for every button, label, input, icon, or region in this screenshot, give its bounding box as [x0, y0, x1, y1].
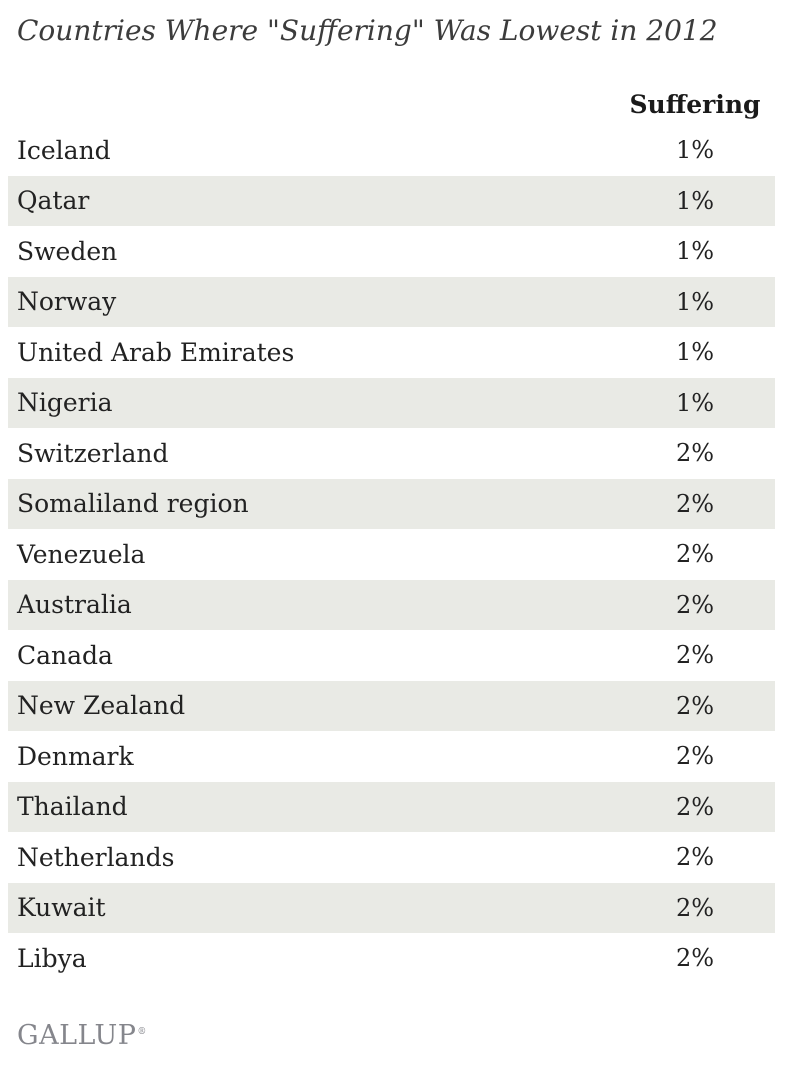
country-cell: Netherlands — [17, 842, 175, 872]
page-title: Countries Where "Suffering" Was Lowest i… — [17, 14, 718, 47]
table-row: Libya 2% — [8, 933, 775, 984]
country-cell: Thailand — [17, 792, 128, 822]
country-cell: Nigeria — [17, 388, 113, 418]
country-cell: Australia — [17, 590, 132, 620]
table-row: Iceland 1% — [8, 125, 775, 176]
country-cell: Kuwait — [17, 893, 106, 923]
table-row: Venezuela 2% — [8, 529, 775, 580]
value-cell: 2% — [675, 843, 715, 872]
table-row: Kuwait 2% — [8, 882, 775, 933]
table-row: Denmark 2% — [8, 731, 775, 782]
table-row: Thailand 2% — [8, 781, 775, 832]
country-cell: Venezuela — [17, 539, 146, 569]
value-cell: 1% — [675, 186, 715, 215]
value-cell: 1% — [675, 136, 715, 165]
value-cell: 2% — [675, 641, 715, 670]
table-row: Switzerland 2% — [8, 428, 775, 479]
table-row: Qatar 1% — [8, 175, 775, 226]
registered-trademark-icon: ® — [137, 1026, 147, 1037]
value-cell: 1% — [675, 237, 715, 266]
value-cell: 2% — [675, 489, 715, 518]
suffering-table: Suffering Iceland 1% Qatar 1% Sweden 1% … — [8, 86, 775, 984]
table-row: Australia 2% — [8, 579, 775, 630]
table-header-row: Suffering — [8, 86, 775, 125]
value-cell: 2% — [675, 691, 715, 720]
table-row: New Zealand 2% — [8, 680, 775, 731]
table-row: United Arab Emirates 1% — [8, 327, 775, 378]
country-cell: Sweden — [17, 236, 118, 266]
country-cell: United Arab Emirates — [17, 337, 295, 367]
table-row: Somaliland region 2% — [8, 478, 775, 529]
value-cell: 2% — [675, 439, 715, 468]
country-cell: Switzerland — [17, 438, 169, 468]
value-cell: 2% — [675, 590, 715, 619]
country-cell: Canada — [17, 640, 113, 670]
gallup-logo: GALLUP® — [17, 1020, 792, 1051]
value-cell: 2% — [675, 742, 715, 771]
value-cell: 2% — [675, 792, 715, 821]
gallup-logo-text: GALLUP — [17, 1019, 137, 1051]
value-cell: 1% — [675, 287, 715, 316]
value-cell: 2% — [675, 540, 715, 569]
suffering-column-header: Suffering — [629, 90, 761, 119]
value-cell: 2% — [675, 893, 715, 922]
value-cell: 2% — [675, 944, 715, 973]
country-cell: New Zealand — [17, 691, 186, 721]
country-cell: Norway — [17, 287, 117, 317]
table-row: Norway 1% — [8, 276, 775, 327]
table-row: Netherlands 2% — [8, 832, 775, 883]
country-cell: Libya — [17, 943, 87, 973]
table-row: Nigeria 1% — [8, 377, 775, 428]
country-cell: Iceland — [17, 135, 111, 165]
value-cell: 1% — [675, 388, 715, 417]
country-cell: Somaliland region — [17, 489, 249, 519]
table-row: Canada 2% — [8, 630, 775, 681]
country-cell: Qatar — [17, 186, 90, 216]
value-cell: 1% — [675, 338, 715, 367]
country-cell: Denmark — [17, 741, 134, 771]
table-row: Sweden 1% — [8, 226, 775, 277]
